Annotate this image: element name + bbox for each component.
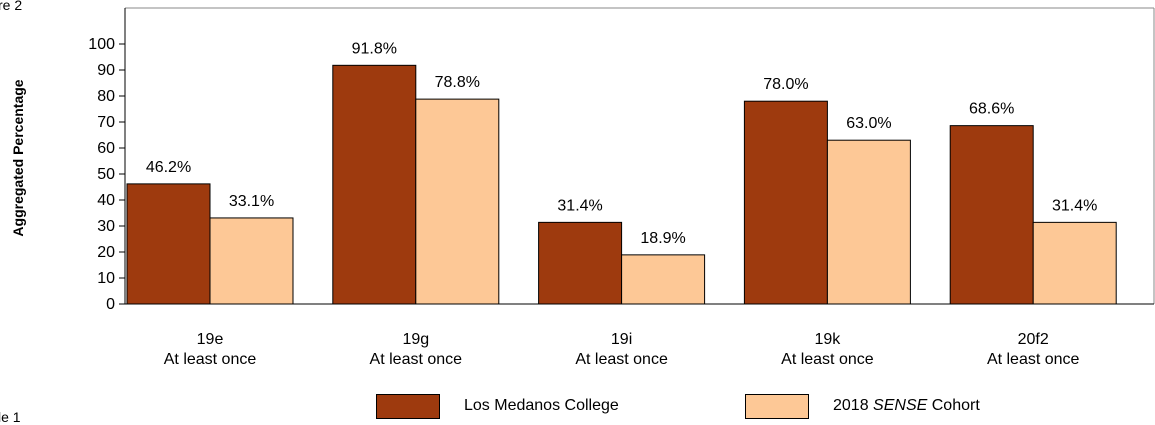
bar-value-label: 18.9%: [640, 230, 685, 247]
bar-sense-cohort: [621, 254, 706, 305]
y-tick-label: 10: [97, 270, 115, 287]
y-tick-label: 90: [97, 62, 115, 79]
bar-value-label: 91.8%: [352, 40, 397, 57]
bar-los-medanos: [332, 64, 417, 305]
bar-sense-cohort: [209, 217, 294, 305]
legend-label-suffix: Cohort: [927, 397, 980, 414]
bar-value-label: 33.1%: [229, 193, 274, 210]
y-tick-label: 80: [97, 88, 115, 105]
x-category-label: 19g: [402, 331, 429, 348]
bar-value-label: 78.0%: [763, 76, 808, 93]
y-axis-title: Aggregated Percentage: [10, 79, 26, 236]
x-category-label: 20f2: [1018, 331, 1049, 348]
legend-swatch-sense-cohort: [745, 393, 809, 419]
x-category-sublabel: At least once: [164, 351, 257, 368]
bar-value-label: 46.2%: [146, 159, 191, 176]
x-category-sublabel: At least once: [987, 351, 1080, 368]
x-category-label: 19k: [815, 331, 842, 348]
y-tick-label: 30: [97, 218, 115, 235]
x-category-sublabel: At least once: [370, 351, 463, 368]
x-category-label: 19i: [611, 331, 632, 348]
bar-value-label: 31.4%: [557, 197, 602, 214]
y-tick-label: 40: [97, 192, 115, 209]
legend-swatch-los-medanos: [376, 393, 440, 419]
y-tick-label: 100: [88, 36, 115, 53]
bar-sense-cohort: [415, 98, 500, 305]
x-category-label: 19e: [197, 331, 224, 348]
y-tick-label: 0: [106, 296, 115, 313]
bar-sense-cohort: [826, 139, 911, 305]
legend-item-sense-cohort: 2018 SENSE Cohort: [745, 391, 980, 421]
legend-label-prefix: 2018: [833, 397, 874, 414]
legend-item-los-medanos: Los Medanos College: [376, 391, 619, 421]
bar-los-medanos: [538, 221, 623, 305]
y-tick-label: 70: [97, 114, 115, 131]
bar-value-label: 78.8%: [435, 74, 480, 91]
y-tick-label: 60: [97, 140, 115, 157]
x-category-sublabel: At least once: [575, 351, 668, 368]
table-caption-fragment: le 1: [0, 409, 21, 425]
legend-label-los-medanos: Los Medanos College: [464, 397, 619, 414]
legend-label-italic: SENSE: [873, 397, 928, 414]
bar-value-label: 63.0%: [846, 115, 891, 132]
bar-sense-cohort: [1032, 221, 1117, 305]
y-tick-label: 20: [97, 244, 115, 261]
bar-value-label: 31.4%: [1052, 197, 1097, 214]
bar-los-medanos: [743, 100, 828, 305]
bar-los-medanos: [949, 125, 1034, 305]
bar-value-label: 68.6%: [969, 101, 1014, 118]
x-category-sublabel: At least once: [781, 351, 874, 368]
figure-caption-fragment: re 2: [0, 0, 23, 13]
bar-los-medanos: [126, 183, 211, 305]
y-tick-label: 50: [97, 166, 115, 183]
legend-label-sense-cohort: 2018 SENSE Cohort: [833, 397, 980, 415]
